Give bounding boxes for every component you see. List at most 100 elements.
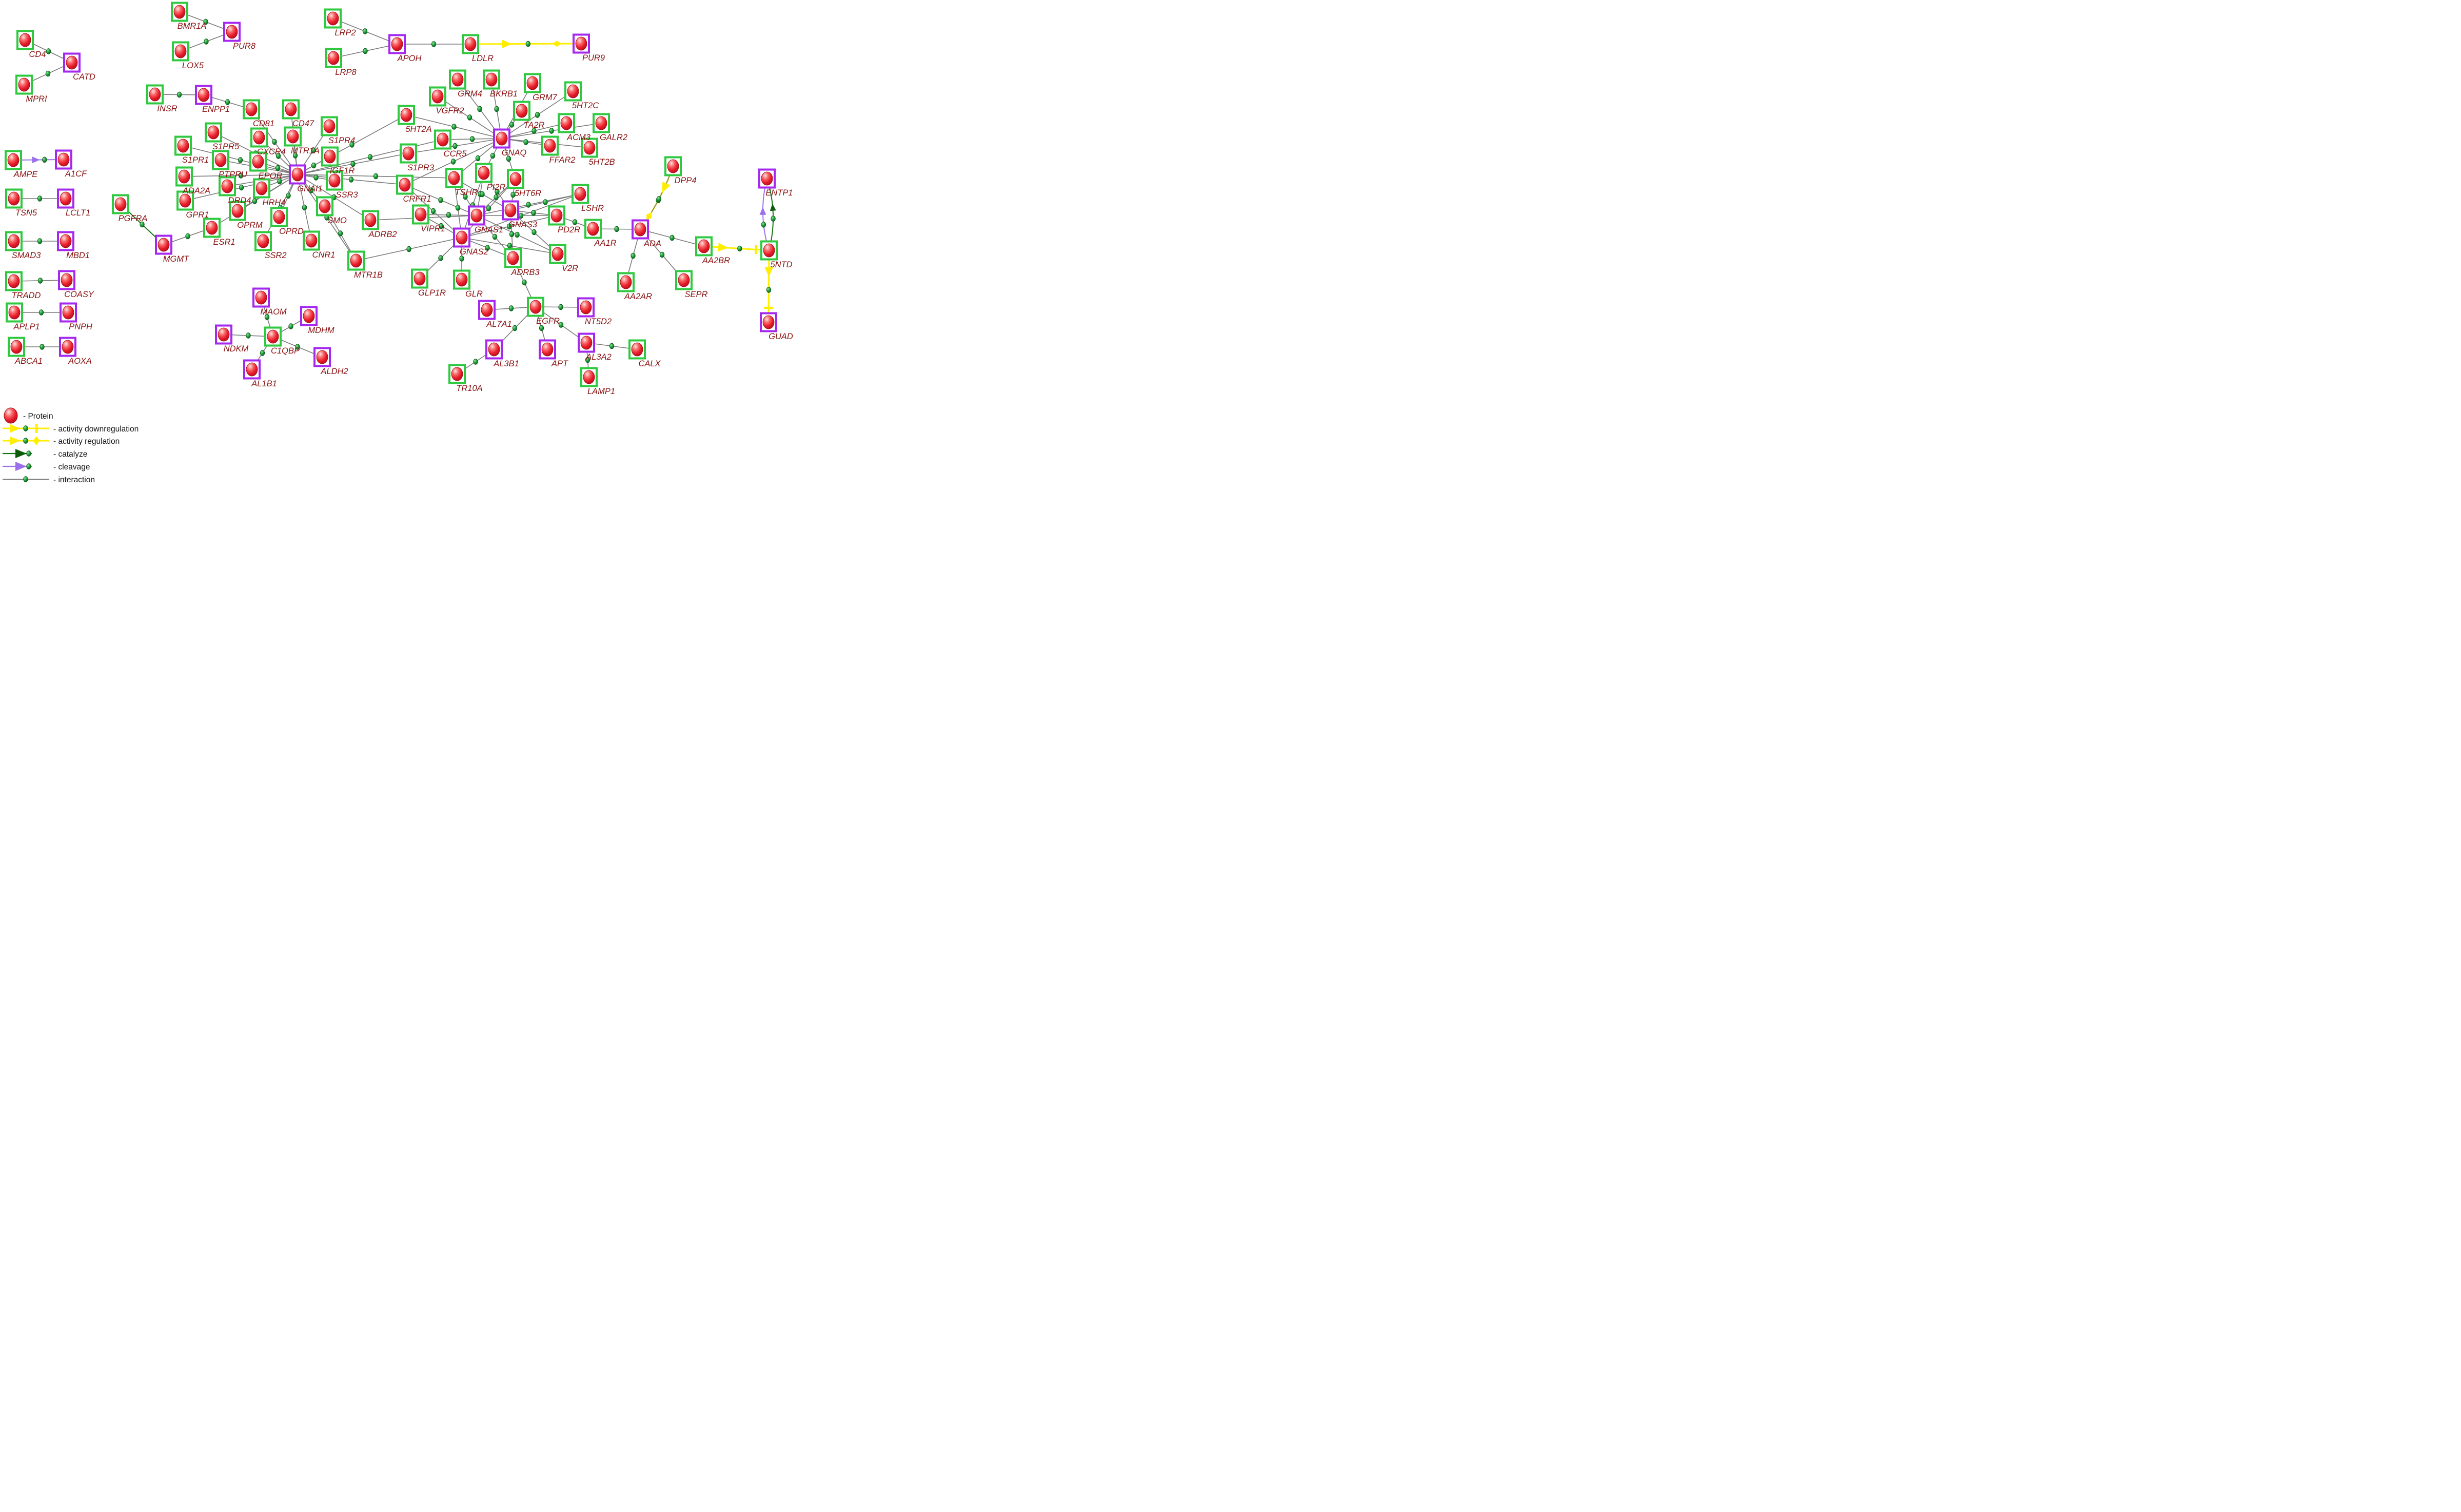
node-TSN5[interactable] <box>5 188 23 209</box>
node-ALDH2[interactable] <box>313 347 331 367</box>
node-SSR2[interactable] <box>254 231 272 251</box>
node-AA2AR[interactable] <box>617 272 635 292</box>
node-S1PR1[interactable] <box>174 135 192 156</box>
node-CRFR1[interactable] <box>396 174 414 195</box>
node-ADA2A[interactable] <box>175 166 193 187</box>
node-GNAQ[interactable] <box>493 128 510 149</box>
node-MAOM[interactable] <box>252 287 270 308</box>
node-CD4[interactable] <box>16 30 34 50</box>
node-PD2R[interactable] <box>548 205 565 226</box>
node-LAMP1[interactable] <box>580 367 598 387</box>
node-FFAR2[interactable] <box>541 135 559 156</box>
node-INSR[interactable] <box>146 84 164 105</box>
node-CXCR4[interactable] <box>250 127 268 148</box>
node-HRH4[interactable] <box>253 178 270 199</box>
node-GRM4[interactable] <box>449 69 466 90</box>
node-GNAS1[interactable] <box>468 205 485 226</box>
node-DPP4[interactable] <box>664 156 682 176</box>
node-VIPR1[interactable] <box>412 204 429 225</box>
node-LCLT1[interactable] <box>57 188 74 209</box>
node-GLP1R[interactable] <box>411 268 428 289</box>
node-GALR2[interactable] <box>593 113 610 133</box>
node-S1PR5[interactable] <box>205 122 222 143</box>
node-VGFR2[interactable] <box>429 86 446 107</box>
node-EPOR[interactable] <box>249 151 267 172</box>
node-LRP8[interactable] <box>325 48 342 68</box>
node-ESR1[interactable] <box>203 218 221 238</box>
node-AL3B1[interactable] <box>485 339 503 360</box>
node-MDHM[interactable] <box>300 306 318 326</box>
node-LRP2[interactable] <box>324 8 342 29</box>
node-CD81[interactable] <box>243 99 260 120</box>
node-OPRM[interactable] <box>229 201 246 221</box>
node-BMR1A[interactable] <box>171 2 188 22</box>
node-AMPE[interactable] <box>5 150 22 170</box>
node-LDLR[interactable] <box>462 34 479 54</box>
node-GNAS3[interactable] <box>502 200 519 221</box>
node-AL3A2[interactable] <box>578 332 595 353</box>
node-CNR1[interactable] <box>303 230 320 251</box>
node-ADA[interactable] <box>632 219 649 240</box>
node-CATD[interactable] <box>63 52 81 73</box>
node-DRD4[interactable] <box>219 176 236 197</box>
node-AL1B1[interactable] <box>243 359 261 380</box>
node-GRM7[interactable] <box>524 73 541 93</box>
node-ENTP1[interactable] <box>758 168 776 189</box>
node-CALX[interactable] <box>628 339 646 360</box>
node-MTR1B[interactable] <box>347 250 365 271</box>
node-5NTD[interactable] <box>760 240 778 261</box>
node-EGFR[interactable] <box>527 297 544 317</box>
node-APT[interactable] <box>539 339 556 360</box>
node-AOXA[interactable] <box>59 337 76 357</box>
node-C1QBP[interactable] <box>264 326 282 347</box>
node-CCR5[interactable] <box>434 129 451 150</box>
node-AL7A1[interactable] <box>478 300 496 320</box>
node-PTPRU[interactable] <box>212 150 229 170</box>
node-GUAD[interactable] <box>760 312 777 332</box>
node-S1PR4[interactable] <box>321 116 338 136</box>
node-MGMT[interactable] <box>155 234 172 255</box>
node-TA2R[interactable] <box>513 101 530 121</box>
node-IGF1R[interactable] <box>321 146 339 167</box>
node-PNPH[interactable] <box>60 302 77 323</box>
node-APLP1[interactable] <box>6 302 23 323</box>
node-ADRB3[interactable] <box>504 248 522 268</box>
node-5HT2B[interactable] <box>581 138 598 158</box>
node-LSHR[interactable] <box>572 184 589 204</box>
node-SMO[interactable] <box>316 196 333 217</box>
node-SEPR[interactable] <box>675 270 693 290</box>
node-PUR9[interactable] <box>573 33 590 54</box>
node-PGFRA[interactable] <box>112 194 129 214</box>
node-APOH[interactable] <box>388 34 406 54</box>
node-NT5D2[interactable] <box>577 297 595 318</box>
node-MPRI[interactable] <box>15 74 33 95</box>
node-TSHR[interactable] <box>445 168 463 188</box>
node-AA2BR[interactable] <box>695 236 713 257</box>
node-OPRD[interactable] <box>270 207 288 227</box>
node-ENPP1[interactable] <box>195 85 212 105</box>
node-GNAS2[interactable] <box>453 227 470 248</box>
node-COASY[interactable] <box>58 270 75 290</box>
node-5HT2C[interactable] <box>564 81 582 102</box>
node-NDKM[interactable] <box>215 324 232 345</box>
node-SMAD3[interactable] <box>5 231 23 251</box>
node-PI2R[interactable] <box>475 163 493 183</box>
node-ACM3[interactable] <box>558 113 575 133</box>
node-GNAI1[interactable] <box>289 164 306 185</box>
node-CD47[interactable] <box>282 99 300 120</box>
node-V2R[interactable] <box>549 244 566 264</box>
node-S1PR3[interactable] <box>400 143 417 164</box>
node-GPR1[interactable] <box>176 190 194 211</box>
node-SSR3[interactable] <box>326 170 343 191</box>
node-MTR1A[interactable] <box>284 126 302 147</box>
node-ADRB2[interactable] <box>362 210 379 230</box>
node-PUR8[interactable] <box>223 22 241 42</box>
node-TRADD[interactable] <box>5 271 23 291</box>
node-A1CF[interactable] <box>55 149 72 170</box>
node-TR10A[interactable] <box>448 364 466 384</box>
node-BKRB1[interactable] <box>483 69 500 90</box>
node-5HT2A[interactable] <box>398 105 415 125</box>
node-MBD1[interactable] <box>57 231 74 251</box>
node-LOX5[interactable] <box>172 41 189 62</box>
node-5HT6R[interactable] <box>507 169 524 189</box>
